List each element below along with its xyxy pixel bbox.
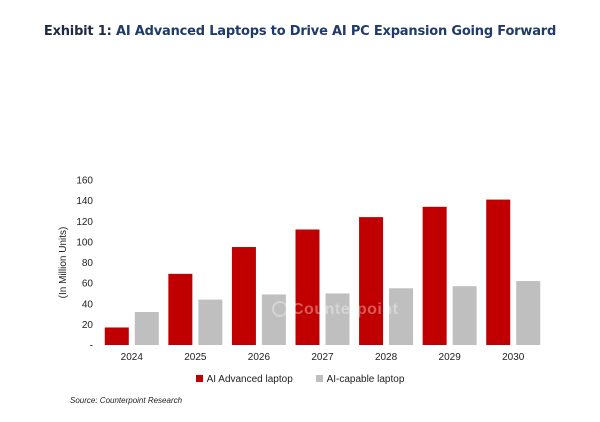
legend-label-ai-advanced: AI Advanced laptop [206, 374, 293, 385]
watermark: Counterpoint [272, 301, 398, 319]
legend-label-ai-capable: AI-capable laptop [326, 374, 405, 385]
y-tick-label: 100 [76, 237, 93, 248]
bar-ai-advanced [359, 217, 384, 345]
watermark-logo-icon [272, 301, 288, 317]
x-tick-label: 2028 [375, 352, 398, 363]
x-tick-label: 2029 [439, 352, 462, 363]
x-tick-label: 2030 [502, 352, 525, 363]
x-tick-label: 2026 [248, 352, 271, 363]
exhibit-title: AI Advanced Laptops to Drive AI PC Expan… [115, 24, 557, 39]
bar-ai-capable [134, 312, 159, 345]
bar-ai-advanced [231, 247, 256, 345]
bar-ai-capable [198, 299, 223, 345]
bar-ai-capable [325, 293, 350, 345]
y-tick-label: 80 [82, 258, 94, 269]
x-tick-label: 2024 [121, 352, 144, 363]
source-note: Source: Counterpoint Research [70, 396, 183, 405]
bar-ai-advanced [168, 273, 193, 345]
bar-ai-capable [516, 281, 541, 345]
bar-ai-capable [389, 288, 414, 345]
y-tick-label: 120 [76, 217, 93, 228]
x-tick-label: 2027 [311, 352, 334, 363]
bar-ai-advanced [422, 206, 447, 345]
legend-swatch-ai-capable [315, 375, 323, 382]
legend-item-ai-advanced: AI Advanced laptop [195, 374, 293, 385]
y-tick-label: 20 [82, 320, 94, 331]
bar-ai-capable [452, 286, 477, 345]
exhibit-label: Exhibit 1: [43, 24, 112, 39]
chart-title: Exhibit 1: AI Advanced Laptops to Drive … [0, 24, 600, 39]
legend-swatch-ai-advanced [195, 375, 203, 382]
bar-ai-advanced [486, 199, 511, 345]
legend: AI Advanced laptop AI-capable laptop [0, 374, 600, 385]
y-axis-title: (In Million Units) [58, 227, 69, 299]
bar-ai-advanced [295, 229, 320, 345]
y-tick-label: 60 [82, 279, 94, 290]
watermark-text: Counterpoint [292, 301, 399, 318]
x-tick-label: 2025 [184, 352, 207, 363]
y-tick-label: 160 [76, 176, 93, 187]
legend-item-ai-capable: AI-capable laptop [315, 374, 405, 385]
y-tick-label: - [90, 341, 93, 352]
y-tick-label: 40 [82, 299, 94, 310]
bar-ai-advanced [104, 327, 129, 345]
y-tick-label: 140 [76, 196, 93, 207]
